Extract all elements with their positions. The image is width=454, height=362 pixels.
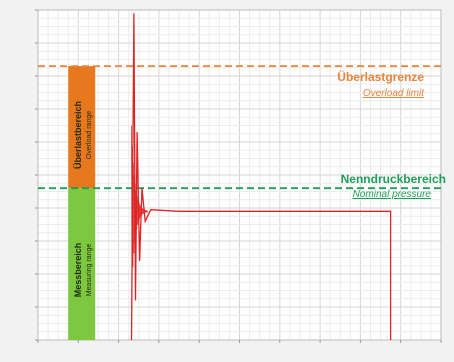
range-bands	[68, 66, 96, 340]
band-label-overload: Überlastbereich Overload range	[73, 101, 93, 169]
band-label-measuring: Messbereich Measuring range	[73, 243, 93, 298]
axis-ticks	[35, 9, 442, 343]
overload-limit-sublabel: Overload limit	[363, 88, 425, 99]
band-overload_range	[68, 66, 96, 189]
nominal-pressure-sublabel: Nominal pressure	[353, 189, 432, 200]
signal-series	[130, 13, 392, 341]
signal-oscillation	[131, 125, 149, 286]
band-measuring_range	[68, 188, 96, 340]
overload-limit-label: Überlastgrenze	[337, 69, 424, 84]
band-label-overload-main: Überlastbereich	[73, 101, 83, 169]
band-label-measuring-sub: Measuring range	[86, 244, 93, 297]
nominal-pressure-label: Nenndruckbereich	[341, 172, 446, 186]
signal-line	[130, 13, 392, 341]
band-label-measuring-main: Messbereich	[73, 243, 83, 298]
threshold-lines	[38, 65, 441, 190]
band-label-overload-sub: Overload range	[86, 111, 93, 159]
